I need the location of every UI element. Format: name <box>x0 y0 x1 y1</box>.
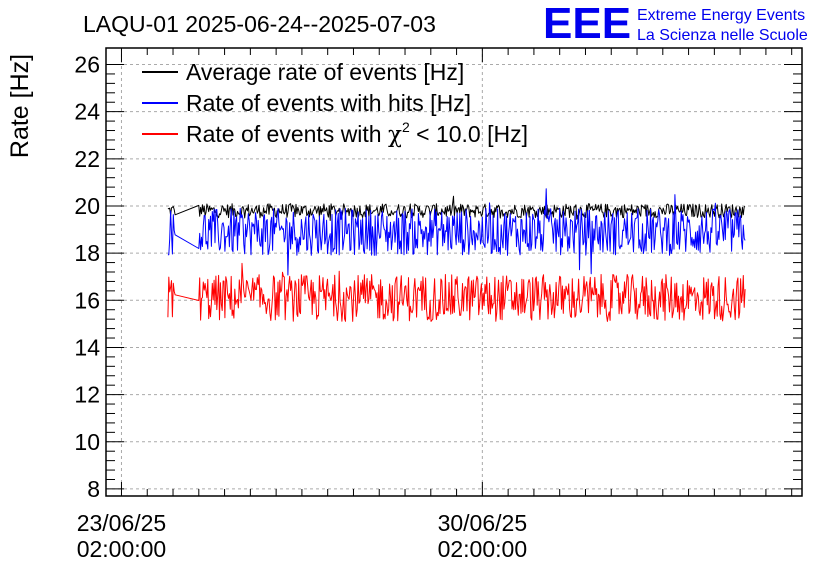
legend: Average rate of events [Hz] Rate of even… <box>142 59 528 148</box>
x-tick-label-time: 02:00:00 <box>77 536 167 562</box>
eee-logo: EEE Extreme Energy Events La Scienza nel… <box>543 0 808 48</box>
x-tick-label-time: 02:00:00 <box>438 536 528 562</box>
legend-chi2-superscript: 2 <box>402 119 410 135</box>
y-tick-label: 26 <box>74 52 100 78</box>
x-tick-label-date: 23/06/25 <box>77 510 167 536</box>
series-line-2 <box>167 262 746 322</box>
series-line-1 <box>167 188 746 276</box>
legend-label-average: Average rate of events [Hz] <box>186 59 464 85</box>
legend-chi2-suffix: < 10.0 [Hz] <box>410 121 528 147</box>
y-tick-label: 22 <box>74 146 100 172</box>
axes: 810121416182022242623/06/2502:00:0030/06… <box>74 47 803 562</box>
chart-title: LAQU-01 2025-06-24--2025-07-03 <box>83 11 436 37</box>
legend-label-hits: Rate of events with hits [Hz] <box>186 90 471 116</box>
series-line-0 <box>167 195 746 221</box>
y-tick-label: 20 <box>74 193 100 219</box>
y-tick-label: 14 <box>74 334 100 360</box>
x-tick-label-date: 30/06/25 <box>438 510 528 536</box>
y-tick-label: 8 <box>87 476 100 502</box>
y-tick-label: 18 <box>74 240 100 266</box>
y-tick-label: 10 <box>74 429 100 455</box>
eee-logo-line2: La Scienza nelle Scuole <box>637 27 808 44</box>
data-layer <box>167 188 746 322</box>
y-tick-label: 12 <box>74 382 100 408</box>
eee-logo-line1: Extreme Energy Events <box>637 7 805 24</box>
eee-logo-mark: EEE <box>543 0 631 48</box>
legend-chi2-prefix: Rate of events with <box>186 121 388 147</box>
y-tick-label: 24 <box>74 99 100 125</box>
legend-label-chi2: Rate of events with χ2 < 10.0 [Hz] <box>186 119 528 148</box>
y-tick-label: 16 <box>74 287 100 313</box>
y-axis-label: Rate [Hz] <box>6 54 34 158</box>
legend-chi2-symbol: χ <box>388 122 402 148</box>
